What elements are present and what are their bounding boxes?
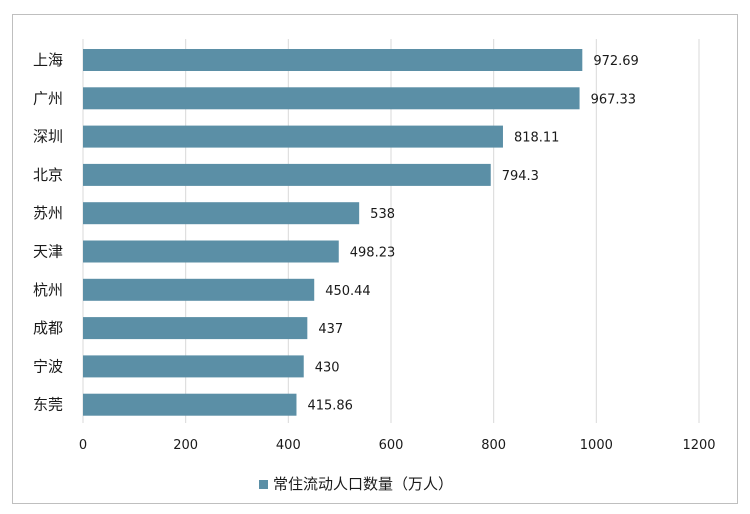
- data-label: 498.23: [350, 246, 396, 261]
- x-tick-label: 600: [379, 438, 404, 453]
- data-label: 794.3: [502, 169, 539, 184]
- category-label: 宁波: [33, 357, 63, 375]
- data-label: 972.69: [593, 54, 639, 69]
- category-label: 上海: [33, 51, 63, 69]
- category-label: 苏州: [33, 204, 63, 222]
- x-tick-label: 0: [79, 438, 87, 453]
- bar: [83, 87, 580, 110]
- legend-label: 常住流动人口数量（万人）: [273, 475, 453, 493]
- data-label: 450.44: [325, 284, 371, 299]
- data-label: 538: [370, 207, 395, 222]
- x-tick-label: 800: [481, 438, 506, 453]
- bar: [83, 240, 339, 263]
- category-label: 东莞: [33, 396, 63, 414]
- data-label: 415.86: [307, 399, 353, 414]
- category-label: 广州: [33, 89, 63, 107]
- legend: 常住流动人口数量（万人）: [259, 475, 453, 493]
- bar: [83, 278, 315, 301]
- category-label: 北京: [33, 166, 63, 184]
- bar: [83, 393, 297, 416]
- data-label: 818.11: [514, 131, 560, 146]
- x-tick-label: 200: [173, 438, 198, 453]
- x-tick-label: 400: [276, 438, 301, 453]
- bar: [83, 163, 491, 186]
- category-label: 天津: [33, 243, 63, 261]
- data-label: 430: [315, 360, 340, 375]
- x-tick-label: 1000: [580, 438, 613, 453]
- chart-frame: 上海广州深圳北京苏州天津杭州成都宁波东莞 972.69 967.33 818.11 7…: [12, 14, 738, 504]
- legend-swatch: [259, 480, 268, 489]
- bar: [83, 355, 304, 378]
- bar: [83, 317, 308, 340]
- category-label: 深圳: [33, 128, 63, 146]
- category-label: 成都: [33, 319, 63, 337]
- bar: [83, 125, 503, 148]
- value-labels: 972.69 967.33 818.11 794.3 538 498.23 450.44 43…: [307, 54, 638, 414]
- data-label: 437: [318, 322, 343, 337]
- category-label: 杭州: [33, 281, 63, 299]
- bar: [83, 202, 360, 225]
- data-label: 967.33: [591, 92, 637, 107]
- bar: [83, 49, 583, 71]
- x-axis-tick-labels: 0 200 400 600 800 1000 1200: [79, 438, 716, 453]
- x-tick-label: 1200: [682, 438, 715, 453]
- bars: [83, 49, 583, 416]
